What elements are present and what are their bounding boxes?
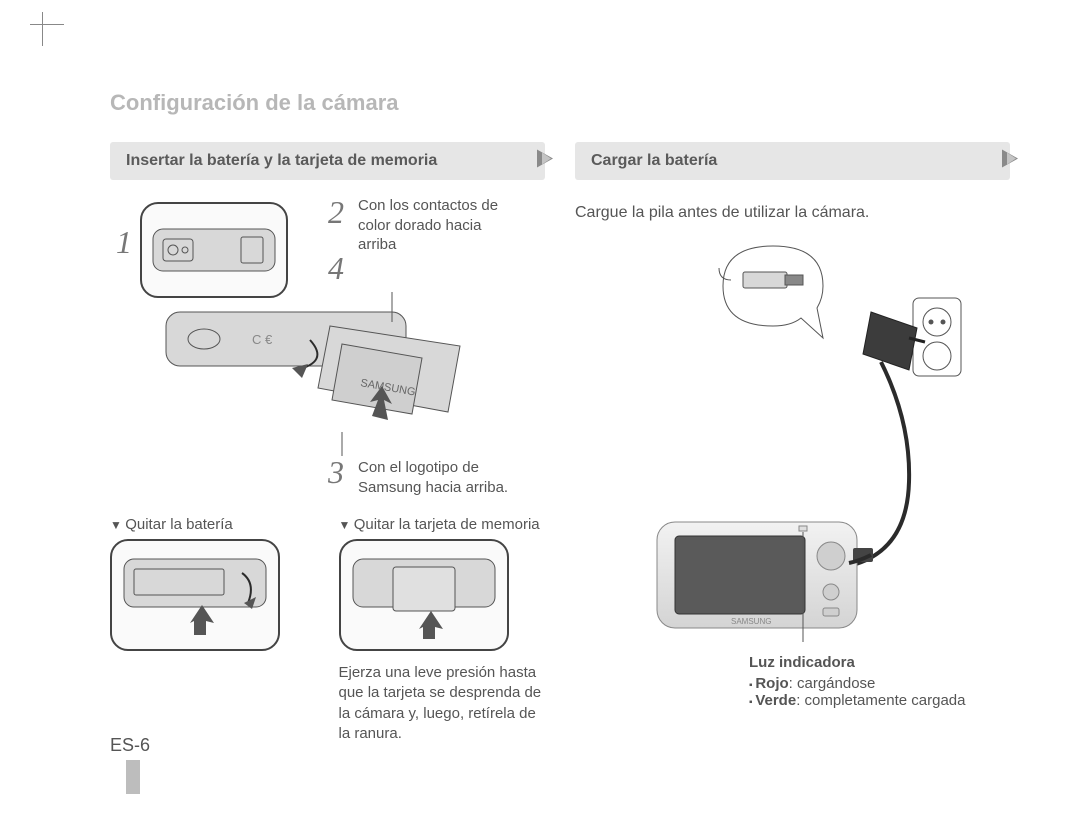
indicator-green-label: Verde <box>755 692 796 709</box>
camera-open-icon: C € SAMSUNG <box>160 292 500 462</box>
banner-charge: Cargar la batería <box>575 142 1010 180</box>
indicator-green: Verde: completamente cargada <box>749 692 1010 709</box>
indicator-title: Luz indicadora <box>749 654 1010 671</box>
camera-bottom-icon <box>149 211 279 289</box>
indicator-block: Luz indicadora Rojo: cargándose Verde: c… <box>749 654 1010 709</box>
charging-diagram-icon: SAMSUNG <box>613 242 973 642</box>
remove-battery-col: Quitar la batería <box>110 516 317 744</box>
page-content: Configuración de la cámara Insertar la b… <box>110 90 1010 744</box>
charge-illustration: SAMSUNG <box>575 242 1010 642</box>
main-insert-illustration: C € SAMSUNG <box>160 292 500 452</box>
indicator-red-text: : cargándose <box>789 675 876 692</box>
banner-arrow-icon <box>1000 148 1022 175</box>
banner-insert-label: Insertar la batería y la tarjeta de memo… <box>126 152 437 169</box>
insert-illustration-area: 1 2 Con los contactos de color dorado ha… <box>110 202 545 502</box>
card-slot-icon <box>349 549 499 641</box>
step-2-text: Con los contactos de color dorado hacia … <box>358 196 518 255</box>
page-number: ES-6 <box>110 735 150 794</box>
indicator-red: Rojo: cargándose <box>749 675 1010 692</box>
banner-charge-label: Cargar la batería <box>591 152 717 169</box>
svg-text:SAMSUNG: SAMSUNG <box>731 617 771 626</box>
page-title: Configuración de la cámara <box>110 90 1010 116</box>
two-column-layout: Insertar la batería y la tarjeta de memo… <box>110 142 1010 744</box>
remove-card-col: Quitar la tarjeta de memoria Ejerza una … <box>339 516 546 744</box>
card-removal-note: Ejerza una leve presión hasta que la tar… <box>339 663 546 744</box>
step-3-text: Con el logotipo de Samsung hacia arriba. <box>358 458 538 497</box>
step-4-number: 4 <box>328 250 344 287</box>
callout-line-3 <box>340 432 344 456</box>
remove-row: Quitar la batería Quitar la tarjeta de m… <box>110 516 545 744</box>
step-1-illustration <box>140 202 288 298</box>
step-2-number: 2 <box>328 194 344 231</box>
remove-battery-label: Quitar la batería <box>110 516 317 533</box>
charge-intro: Cargue la pila antes de utilizar la cáma… <box>575 202 1010 224</box>
svg-text:C €: C € <box>252 332 273 347</box>
left-column: Insertar la batería y la tarjeta de memo… <box>110 142 545 744</box>
banner-insert: Insertar la batería y la tarjeta de memo… <box>110 142 545 180</box>
remove-battery-illustration <box>110 539 280 651</box>
right-column: Cargar la batería Cargue la pila antes d… <box>575 142 1010 744</box>
indicator-red-label: Rojo <box>755 675 788 692</box>
indicator-green-text: : completamente cargada <box>796 692 965 709</box>
remove-card-illustration <box>339 539 509 651</box>
step-1-number: 1 <box>116 224 132 261</box>
banner-arrow-icon <box>535 148 557 175</box>
step-3-number: 3 <box>328 454 344 491</box>
battery-slot-icon <box>120 549 270 641</box>
remove-card-label: Quitar la tarjeta de memoria <box>339 516 546 533</box>
